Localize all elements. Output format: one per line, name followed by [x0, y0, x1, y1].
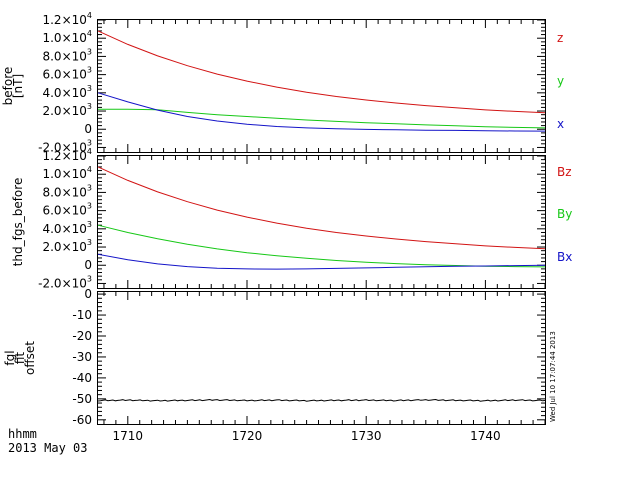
- bottom-ylabel-line3: offset: [23, 341, 37, 375]
- legend-y: y: [557, 74, 564, 88]
- top-ytick-label: 0: [84, 122, 92, 136]
- xtick-label: 1710: [113, 429, 144, 443]
- series-line-x: [97, 92, 546, 132]
- middle-ylabel: thd_fgs_before: [11, 178, 25, 267]
- middle-ytick-label: 1.2×104: [42, 147, 92, 163]
- bottom-ytick-label: 0: [84, 287, 92, 301]
- top-panel-frame: [97, 19, 546, 153]
- ticks-layer: [98, 19, 546, 424]
- top-ytick-label: 4.0×103: [42, 84, 92, 100]
- legend-z: z: [557, 31, 563, 45]
- legend-x: x: [557, 117, 564, 131]
- series-line-bz: [97, 166, 546, 250]
- xtick-label: 1740: [470, 429, 501, 443]
- legend-bz: Bz: [557, 165, 572, 179]
- timestamp-stamp: Wed Jul 10 17:07:44 2013: [549, 331, 557, 422]
- bottom-ytick-label: -30: [72, 350, 92, 364]
- series-layer: [97, 30, 546, 402]
- bottom-ytick-label: -10: [72, 308, 92, 322]
- bottom-ytick-label: -40: [72, 371, 92, 385]
- series-line-offset: [97, 398, 546, 402]
- top-ylabel-line1: before: [1, 67, 15, 106]
- series-line-by: [97, 224, 546, 268]
- series-line-z: [97, 30, 546, 114]
- top-ytick-label: 6.0×103: [42, 66, 92, 82]
- x-date-label: 2013 May 03: [8, 441, 87, 455]
- bottom-ylabel-line1: fgl: [3, 350, 17, 365]
- middle-ytick-label: 1.0×104: [42, 165, 92, 181]
- bottom-ytick-label: -50: [72, 392, 92, 406]
- xtick-label: 1720: [232, 429, 263, 443]
- x-unit-label: hhmm: [8, 427, 37, 441]
- top-ytick-label: 8.0×103: [42, 47, 92, 63]
- tick-labels-layer: 1.2×104 1.0×104 8.0×103 6.0×103 4.0×103 2.0×1…: [38, 11, 501, 443]
- middle-ytick-label: 2.0×103: [42, 238, 92, 254]
- top-ytick-label: -2.0×103: [38, 138, 92, 154]
- series-line-bx: [97, 253, 546, 270]
- top-ytick-label: 1.0×104: [42, 29, 92, 45]
- bottom-panel-frame: [97, 291, 546, 425]
- bottom-ytick-label: -60: [72, 413, 92, 427]
- middle-ytick-label: 6.0×103: [42, 202, 92, 218]
- legend-layer: z y x Bz By Bx: [557, 31, 572, 264]
- top-ytick-label: 1.2×104: [42, 11, 92, 27]
- middle-ytick-label: -2.0×103: [38, 274, 92, 290]
- top-ylabel-line2: [nT]: [11, 74, 25, 98]
- legend-bx: Bx: [557, 250, 572, 264]
- legend-by: By: [557, 207, 572, 221]
- middle-ytick-label: 8.0×103: [42, 183, 92, 199]
- xtick-label: 1730: [351, 429, 382, 443]
- series-line-y: [98, 108, 546, 129]
- middle-ytick-label: 0: [84, 258, 92, 272]
- middle-ytick-label: 4.0×103: [42, 220, 92, 236]
- middle-panel-frame: [97, 155, 546, 289]
- bottom-ylabel-line2: fit: [13, 352, 27, 365]
- bottom-ytick-label: -20: [72, 329, 92, 343]
- top-ytick-label: 2.0×103: [42, 102, 92, 118]
